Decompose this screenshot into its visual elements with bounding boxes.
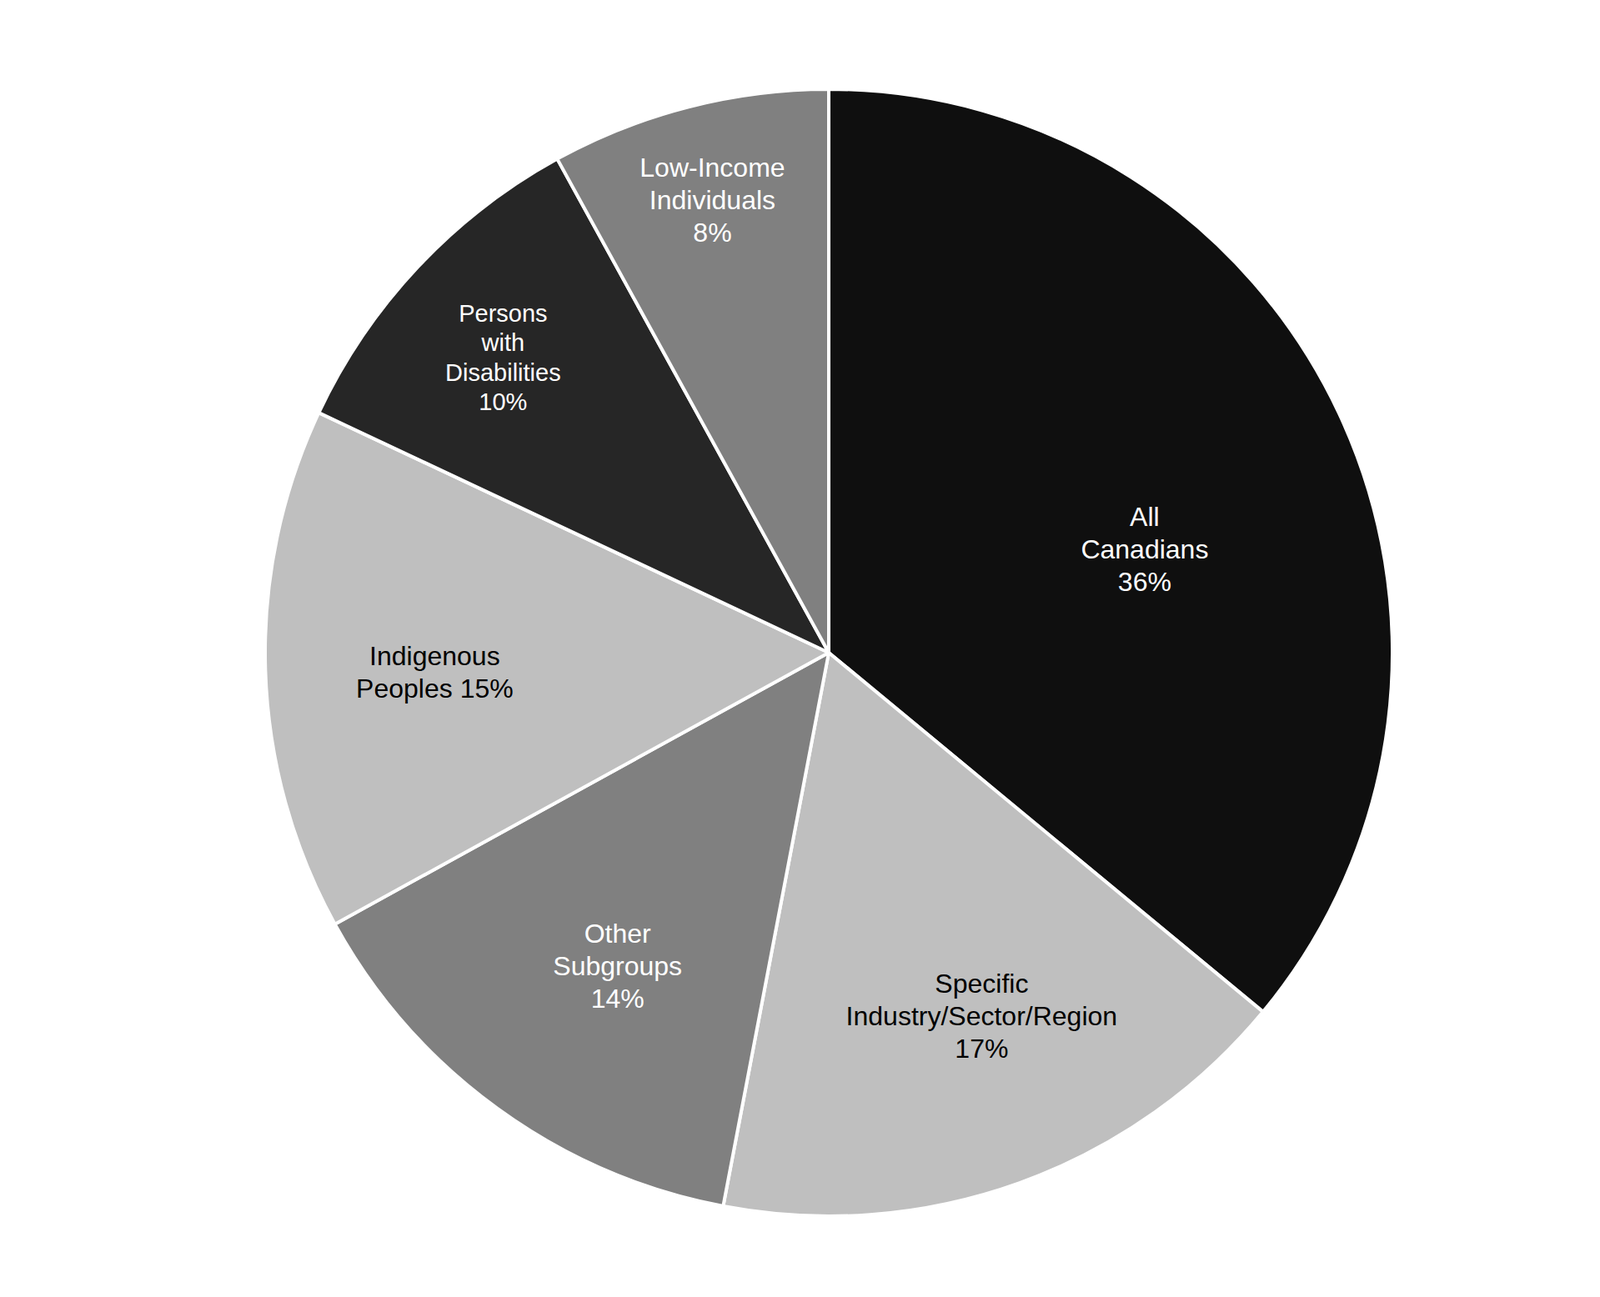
slice-label: Low-IncomeIndividuals [639,152,785,216]
labels: AllCanadians36% SpecificIndustry/Sector/R… [356,152,1209,1065]
value-label: 8% [692,217,732,248]
slice-label: AllCanadians [1080,501,1209,565]
pie-slice [556,89,829,653]
slices [265,89,1393,1217]
value-label: 10% [478,388,527,416]
pie-chart: AllCanadians36% SpecificIndustry/Sector/R… [0,0,1600,1297]
value-label: 17% [954,1033,1009,1064]
value-label: 14% [591,983,645,1014]
value-label: 15% [460,673,514,704]
value-label: 36% [1118,566,1172,597]
slice-label: OtherSubgroups [552,918,683,982]
slice-label: PersonswithDisabilities [445,300,562,387]
chart-container: AllCanadians36% SpecificIndustry/Sector/R… [0,0,1600,1297]
slice-label: SpecificIndustry/Sector/Region [846,968,1119,1032]
